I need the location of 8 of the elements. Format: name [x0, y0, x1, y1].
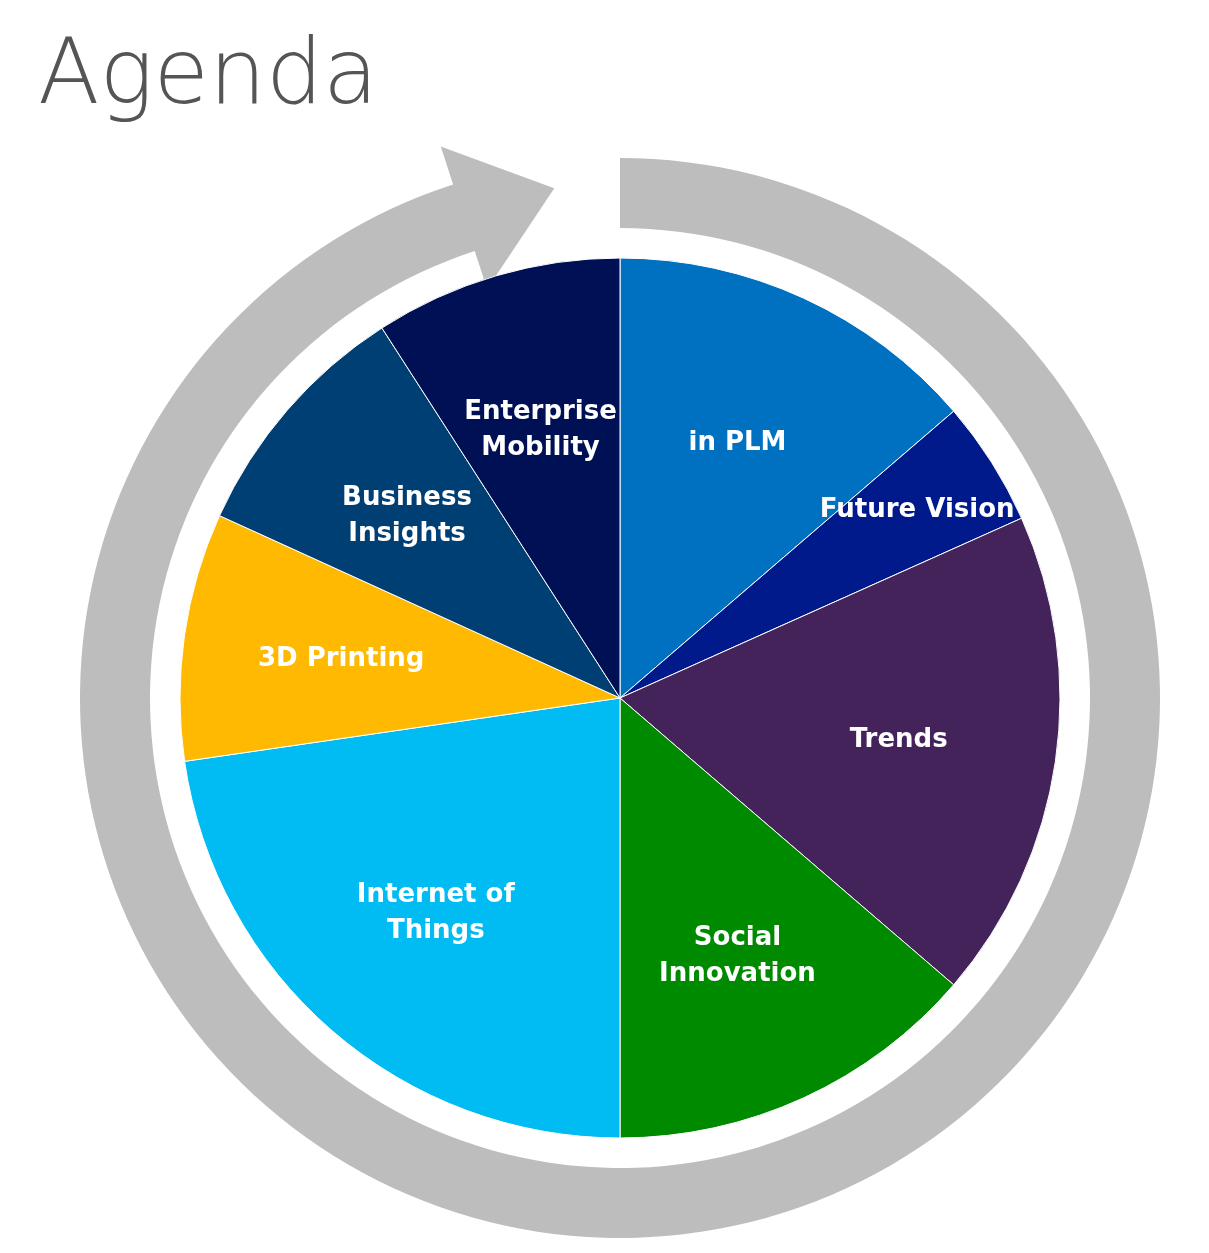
chart-title: Agenda [38, 19, 379, 124]
slice-label: Trends [849, 722, 948, 753]
slice-label: Social Innovation [659, 920, 816, 987]
slice-label: 3D Printing [257, 641, 425, 672]
slice-label: in PLM [688, 425, 787, 456]
slice-label: Business Insights [342, 480, 472, 547]
slice-label: Internet of Things [356, 877, 516, 944]
slice-label: Enterprise Mobility [464, 394, 617, 461]
